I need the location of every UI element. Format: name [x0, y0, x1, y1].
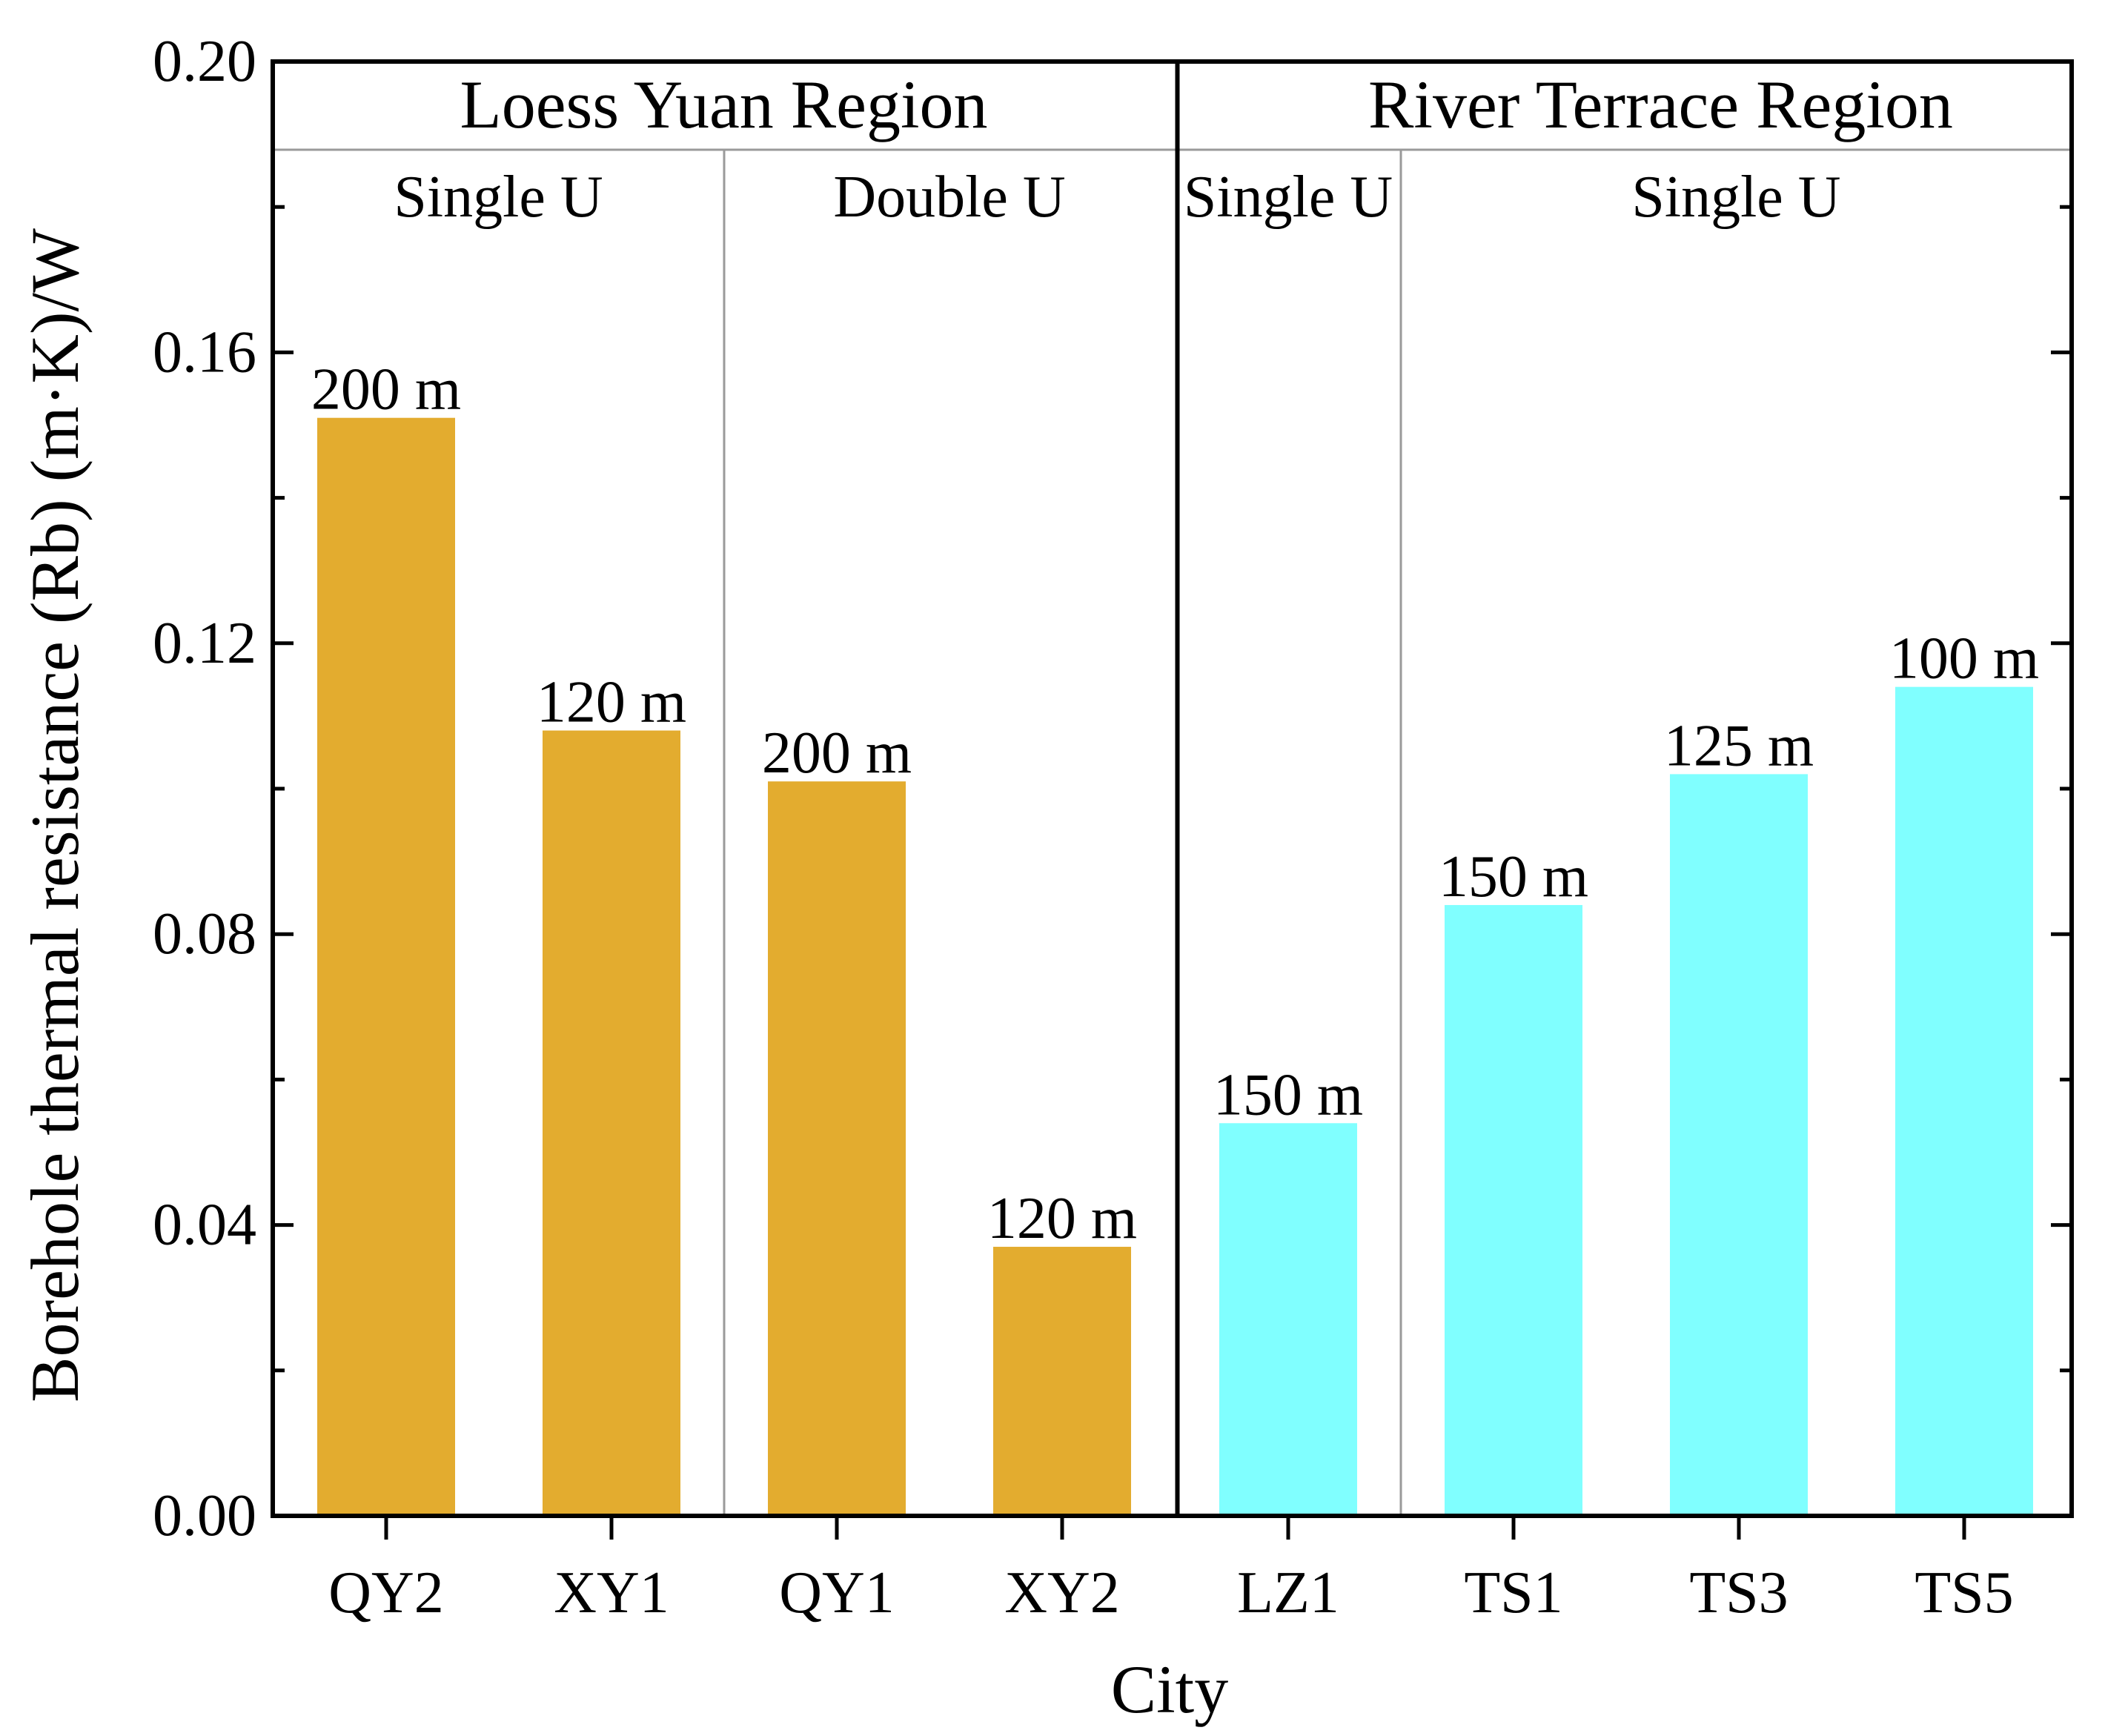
bar-xy1 — [543, 730, 680, 1516]
y-tick-label: 0.00 — [153, 1483, 256, 1548]
bar-ts1 — [1445, 904, 1582, 1516]
labels-group: 200 m 120 m 200 m 120 m 150 m 150 m 125 m 100 m… — [153, 29, 2039, 1626]
axes-group — [271, 59, 2074, 1540]
bars-group — [317, 417, 2033, 1517]
x-tick-label-lz1: LZ1 — [1237, 1560, 1339, 1626]
subgroup-label: Single U — [1631, 165, 1840, 230]
x-tick-label-ts5: TS5 — [1915, 1560, 2013, 1626]
bar-xy2 — [993, 1247, 1131, 1516]
y-axis-title: Borehole thermal resistance (Rb) (m·K)/W — [17, 228, 93, 1402]
bar-label-qy2: 200 m — [311, 357, 461, 423]
y-tick-label: 0.16 — [153, 319, 256, 385]
x-axis-title: City — [1111, 1651, 1228, 1727]
bar-lz1 — [1219, 1123, 1357, 1516]
bar-label-ts5: 100 m — [1889, 626, 2039, 692]
bar-label-ts3: 125 m — [1664, 713, 1814, 778]
bar-qy1 — [768, 781, 906, 1516]
y-tick-label: 0.04 — [153, 1193, 256, 1258]
y-tick-label: 0.08 — [153, 901, 256, 967]
x-tick-label-qy1: QY1 — [779, 1560, 895, 1626]
subgroup-label: Double U — [833, 165, 1065, 230]
subgroup-label: Single U — [394, 165, 603, 230]
bar-label-lz1: 150 m — [1213, 1062, 1363, 1127]
bar-label-xy2: 120 m — [987, 1186, 1137, 1251]
bar-qy2 — [317, 417, 455, 1517]
x-tick-label-ts3: TS3 — [1689, 1560, 1788, 1626]
bar-label-qy1: 200 m — [762, 720, 912, 786]
region-label: Loess Yuan Region — [460, 67, 988, 142]
y-tick-label: 0.12 — [153, 611, 256, 676]
bar-ts5 — [1895, 686, 2033, 1517]
bar-label-xy1: 120 m — [537, 670, 686, 735]
x-tick-label-qy2: QY2 — [328, 1560, 444, 1626]
x-tick-label-ts1: TS1 — [1464, 1560, 1562, 1626]
x-tick-label-xy1: XY1 — [554, 1560, 669, 1626]
divider-lines — [273, 148, 2072, 1516]
y-tick-label: 0.20 — [153, 29, 256, 94]
x-tick-label-xy2: XY2 — [1004, 1560, 1120, 1626]
region-label: River Terrace Region — [1368, 67, 1953, 142]
subgroup-label: Single U — [1184, 165, 1393, 230]
bar-label-ts1: 150 m — [1439, 844, 1588, 910]
bar-ts3 — [1670, 774, 1808, 1516]
